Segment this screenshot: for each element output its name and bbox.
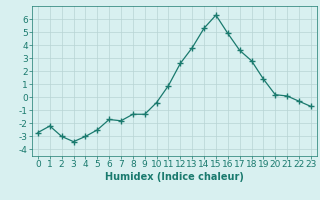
X-axis label: Humidex (Indice chaleur): Humidex (Indice chaleur)	[105, 172, 244, 182]
